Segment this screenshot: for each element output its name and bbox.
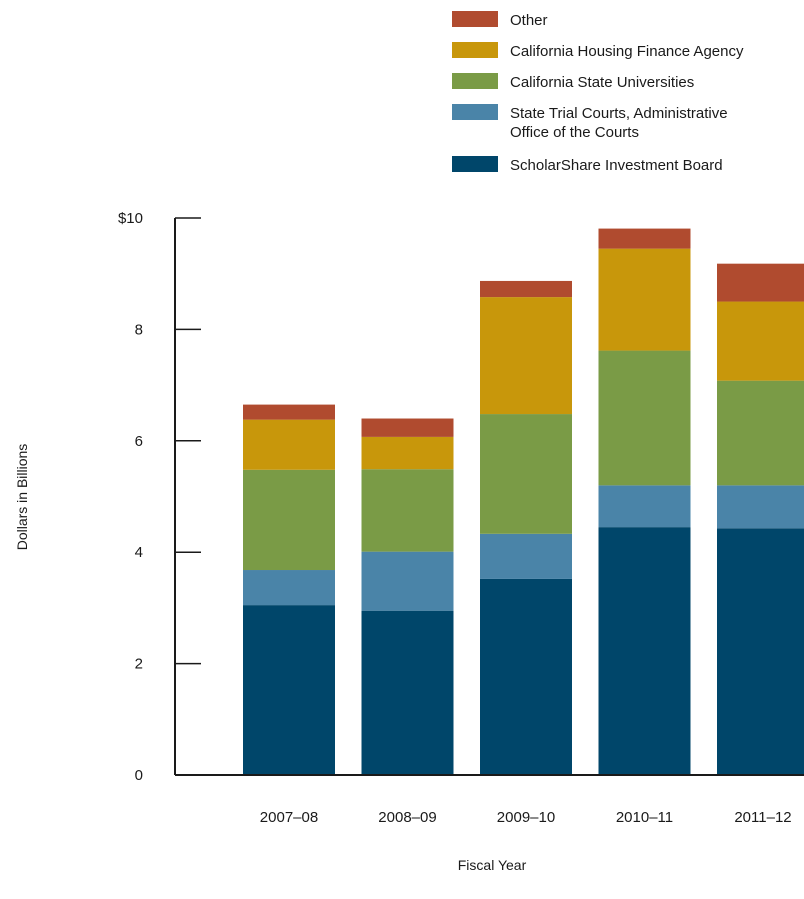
- legend-label: Other: [510, 12, 548, 29]
- bar-segment: [480, 533, 572, 579]
- bar-stack: [361, 418, 454, 775]
- bar-stack: [243, 404, 335, 775]
- legend-label: State Trial Courts, Administrative: [510, 105, 728, 122]
- y-axis-title: Dollars in Billions: [14, 444, 30, 551]
- bar-segment: [243, 419, 335, 470]
- bars: [243, 228, 804, 775]
- bar-stack: [480, 280, 572, 775]
- legend-swatch: [452, 104, 498, 120]
- x-tick-label: 2010–11: [616, 809, 673, 826]
- bar-segment: [243, 605, 335, 775]
- legend-swatch: [452, 42, 498, 58]
- y-tick-label: 2: [135, 656, 143, 673]
- bar-stack: [717, 263, 804, 775]
- bar-segment: [361, 469, 454, 552]
- legend: Other California Housing Finance Agency Ca…: [452, 11, 744, 174]
- y-tick-label: 6: [135, 433, 143, 450]
- x-tick-label: 2008–09: [378, 809, 436, 826]
- legend-item: ScholarShare Investment Board: [452, 156, 723, 174]
- bar-stack: [598, 228, 691, 775]
- legend-swatch: [452, 11, 498, 27]
- bar-segment: [598, 248, 691, 351]
- bar-segment: [598, 350, 691, 486]
- bar-segment: [243, 469, 335, 571]
- x-tick-label: 2007–08: [260, 809, 318, 826]
- x-tick-label: 2009–10: [497, 809, 555, 826]
- x-axis-title: Fiscal Year: [458, 857, 527, 873]
- bar-segment: [361, 418, 454, 437]
- y-tick-label: $10: [118, 210, 143, 227]
- y-tick-label: 0: [135, 767, 143, 784]
- bar-segment: [480, 414, 572, 534]
- bar-segment: [717, 263, 804, 302]
- bar-segment: [717, 380, 804, 486]
- y-tick-label: 4: [135, 544, 143, 561]
- bar-segment: [480, 297, 572, 415]
- bar-segment: [361, 610, 454, 775]
- bar-segment: [717, 528, 804, 775]
- legend-item: California State Universities: [452, 73, 694, 91]
- legend-swatch: [452, 73, 498, 89]
- bar-segment: [361, 436, 454, 470]
- y-axis-ticks: 0 2 4 6 8 $10: [118, 210, 201, 784]
- x-axis-labels: 2007–08 2008–09 2009–10 2010–11 2011–12: [260, 809, 792, 826]
- bar-segment: [243, 570, 335, 606]
- bar-segment: [598, 527, 691, 775]
- bar-segment: [717, 301, 804, 381]
- legend-swatch: [452, 156, 498, 172]
- bar-segment: [717, 485, 804, 529]
- legend-label: California Housing Finance Agency: [510, 43, 744, 60]
- legend-label: Office of the Courts: [510, 124, 639, 141]
- legend-item: State Trial Courts, Administrative Offic…: [452, 104, 728, 141]
- bar-segment: [598, 485, 691, 528]
- bar-segment: [243, 404, 335, 420]
- bar-segment: [480, 578, 572, 775]
- legend-item: California Housing Finance Agency: [452, 42, 744, 60]
- x-tick-label: 2011–12: [734, 809, 791, 826]
- bar-segment: [480, 280, 572, 298]
- legend-label: California State Universities: [510, 74, 694, 91]
- y-tick-label: 8: [135, 321, 143, 338]
- legend-label: ScholarShare Investment Board: [510, 157, 723, 174]
- bar-segment: [361, 551, 454, 611]
- bar-segment: [598, 228, 691, 249]
- legend-item: Other: [452, 11, 548, 29]
